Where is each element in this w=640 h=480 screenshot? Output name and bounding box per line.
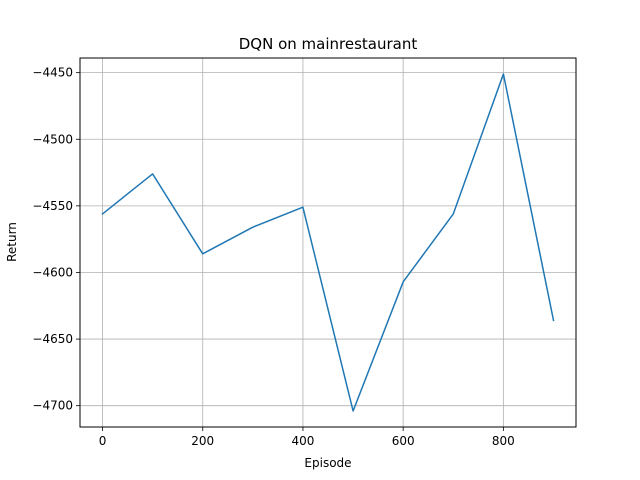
series-layer [101,73,555,412]
y-tick-label: −4600 [32,265,73,279]
y-tick-label: −4700 [32,399,73,413]
x-tick-label: 800 [492,434,515,448]
x-tick-label: 400 [291,434,314,448]
x-tick-label: 0 [99,434,107,448]
y-axis: −4700 −4650 −4600 −4550 −4500 −4450 [32,66,80,413]
x-tick-label: 200 [191,434,214,448]
series-line [101,73,555,412]
y-tick-label: −4650 [32,332,73,346]
x-axis: 0 200 400 600 800 [99,427,515,448]
plot-frame [79,57,577,428]
x-tick-label: 600 [392,434,415,448]
x-axis-label: Episode [304,456,351,470]
y-axis-label: Return [5,222,19,262]
chart-title: DQN on mainrestaurant [239,35,418,53]
y-tick-label: −4550 [32,199,73,213]
y-tick-label: −4500 [32,132,73,146]
y-tick-label: −4450 [32,66,73,80]
grid [80,58,576,427]
